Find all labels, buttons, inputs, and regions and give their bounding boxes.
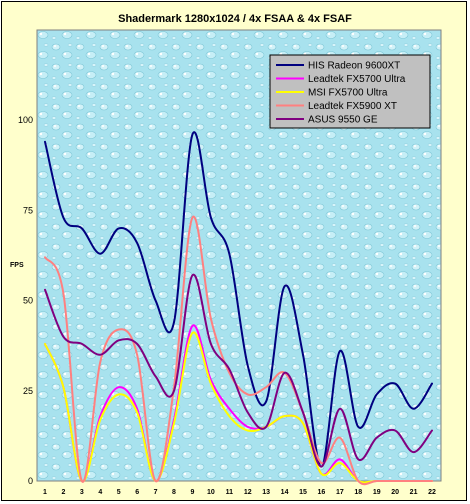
x-tick-label: 21 [410, 489, 418, 496]
x-tick-label: 1 [43, 489, 47, 496]
x-tick-label: 22 [428, 489, 436, 496]
x-tick-label: 11 [226, 489, 234, 496]
x-tick-label: 7 [154, 489, 158, 496]
x-tick-label: 13 [262, 489, 270, 496]
x-tick-label: 9 [190, 489, 194, 496]
x-tick-label: 14 [281, 489, 289, 496]
legend-label: Leadtek FX5700 Ultra [308, 74, 406, 85]
x-tick-label: 17 [336, 489, 344, 496]
legend-items: HIS Radeon 9600XT Leadtek FX5700 Ultra MSI… [276, 61, 406, 126]
series-line-5 [44, 273, 433, 468]
y-tick-label: 100 [18, 115, 33, 125]
series-line-4 [44, 215, 433, 486]
legend: HIS Radeon 9600XT Leadtek FX5700 Ultra MSI… [269, 54, 431, 129]
x-tick-label: 4 [98, 489, 102, 496]
series-lines [44, 131, 433, 486]
x-tick-label: 20 [391, 489, 399, 496]
y-axis-label: FPS [10, 262, 24, 269]
legend-label: MSI FX5700 Ultra [308, 88, 388, 99]
legend-label: Leadtek FX5900 XT [308, 101, 397, 112]
x-tick-label: 5 [117, 489, 121, 496]
y-tick-label: 0 [28, 476, 33, 486]
x-tick-label: 12 [244, 489, 252, 496]
x-tick-label: 3 [80, 489, 84, 496]
y-tick-label: 50 [23, 296, 33, 306]
x-tick-label: 16 [318, 489, 326, 496]
legend-label: ASUS 9550 GE [308, 115, 378, 126]
legend-label: HIS Radeon 9600XT [308, 61, 400, 72]
x-tick-label: 2 [61, 489, 65, 496]
x-tick-label: 6 [135, 489, 139, 496]
x-tick-labels: 1 2 3 4 5 6 7 8 9 10 11 12 13 14 15 16 17 18 19 20 21 22 [43, 489, 436, 496]
y-tick-label: 75 [23, 205, 33, 215]
x-tick-label: 18 [354, 489, 362, 496]
x-tick-label: 8 [172, 489, 176, 496]
series-line-1 [44, 131, 433, 468]
y-tick-label: 25 [23, 386, 33, 396]
series-line-3 [44, 331, 433, 484]
x-tick-label: 19 [373, 489, 381, 496]
x-tick-label: 15 [299, 489, 307, 496]
y-tick-labels: 0 25 50 75 100 [18, 115, 33, 486]
x-tick-label: 10 [207, 489, 215, 496]
chart-title: Shadermark 1280x1024 / 4x FSAA & 4x FSAF [118, 13, 352, 25]
